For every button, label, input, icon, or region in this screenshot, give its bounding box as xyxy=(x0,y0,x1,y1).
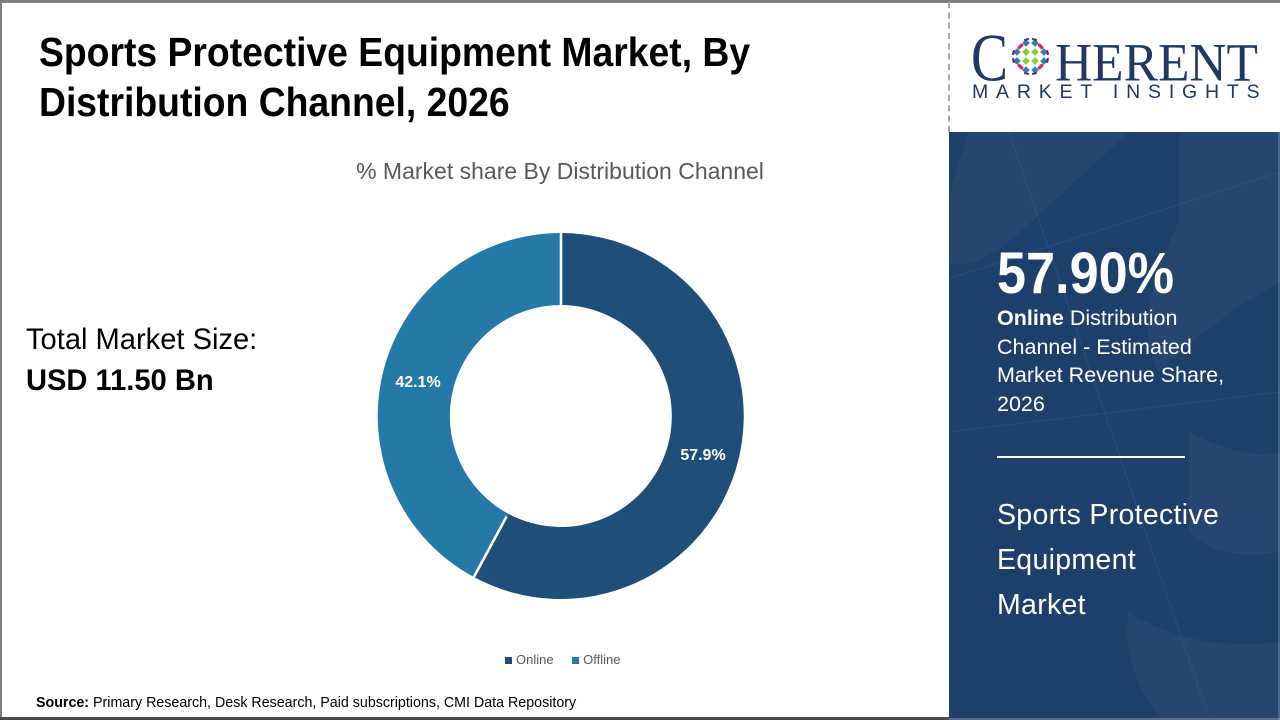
svg-text:57.9%: 57.9% xyxy=(680,447,725,464)
svg-text:C: C xyxy=(971,19,1008,95)
svg-text:42.1%: 42.1% xyxy=(395,374,440,391)
svg-text:HERENT: HERENT xyxy=(1055,32,1258,92)
svg-text:MARKET INSIGHTS: MARKET INSIGHTS xyxy=(972,81,1267,103)
